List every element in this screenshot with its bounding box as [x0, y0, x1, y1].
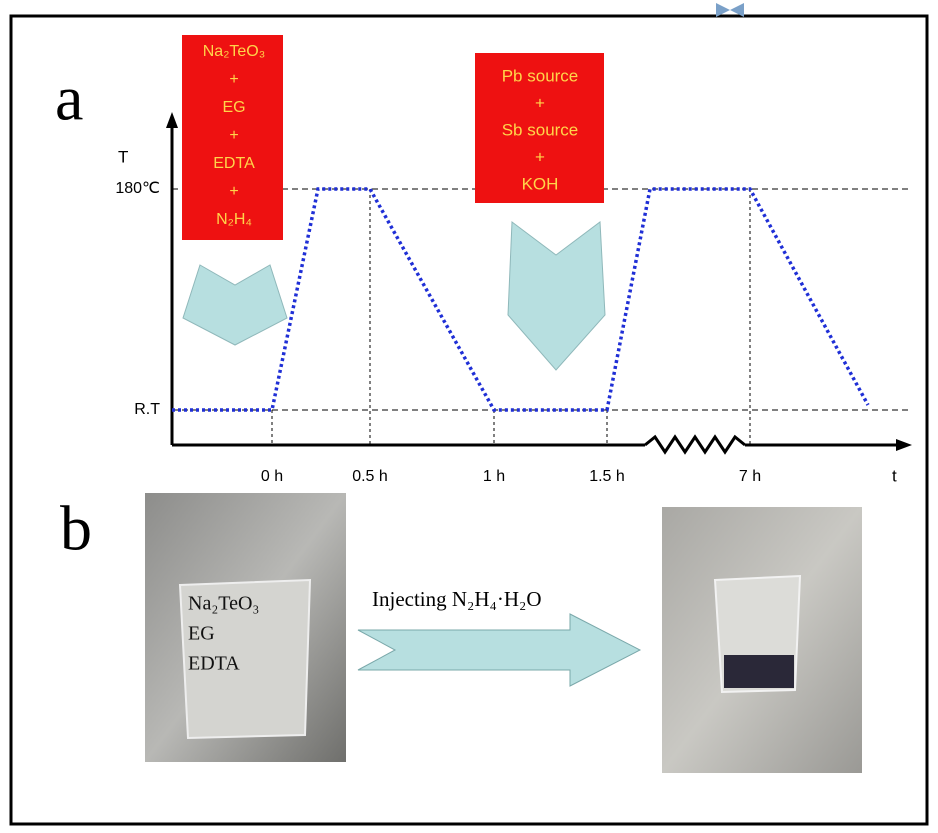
- process-arrow: [357, 613, 642, 687]
- time-label: 7 h: [739, 468, 761, 485]
- reagent: EG: [222, 99, 245, 116]
- reagent: +: [535, 93, 545, 112]
- reagent: EDTA: [213, 155, 255, 172]
- reagent: N₂H₄: [216, 211, 252, 228]
- axis-label: T: [118, 147, 128, 166]
- beaker-content: Na₂TeO₃: [188, 593, 259, 615]
- time-label: 1 h: [483, 468, 505, 485]
- down-arrow: [507, 221, 606, 371]
- reagent: Pb source: [502, 66, 579, 85]
- reagent-box: [475, 53, 604, 203]
- time-guides: [271, 189, 751, 445]
- reagent: +: [229, 71, 238, 88]
- arrow-text: Injecting N₂H₄·H₂O: [372, 587, 542, 611]
- temperature-profile: [172, 187, 870, 412]
- arrowhead: [896, 439, 912, 451]
- beaker-content: EG: [188, 623, 215, 645]
- reagent: +: [535, 147, 545, 166]
- guides: [172, 188, 910, 411]
- beaker-content: EDTA: [188, 653, 240, 675]
- icon: [716, 3, 744, 17]
- axis-label: t: [892, 466, 897, 485]
- reagent: +: [229, 183, 238, 200]
- frame: [9, 14, 929, 826]
- reagent-box: [182, 35, 283, 240]
- time-label: 1.5 h: [589, 468, 625, 485]
- arrowhead: [166, 112, 178, 128]
- reagent: KOH: [522, 174, 559, 193]
- beaker: [178, 578, 312, 740]
- panel-label: a: [55, 63, 83, 134]
- temperature-label: R.T: [134, 401, 160, 418]
- black-solution: [724, 655, 794, 688]
- temperature-label: 180℃: [115, 180, 160, 197]
- time-label: 0 h: [261, 468, 283, 485]
- reagent: Sb source: [502, 120, 579, 139]
- time-label: 0.5 h: [352, 468, 388, 485]
- panel-label: b: [60, 493, 92, 564]
- down-arrow: [182, 264, 288, 346]
- reagent: Na₂TeO₃: [203, 43, 266, 60]
- reagent: +: [229, 127, 238, 144]
- axis-break: [644, 434, 746, 455]
